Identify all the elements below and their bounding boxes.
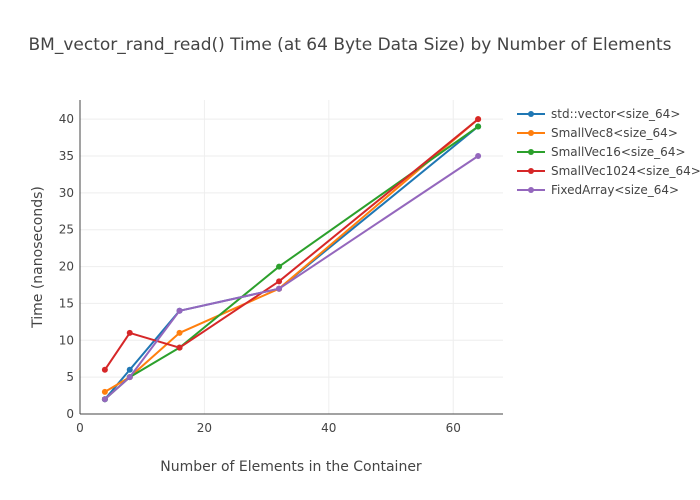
y-tick-label: 10 (59, 333, 74, 347)
legend-swatch-marker (528, 187, 534, 193)
data-point[interactable] (101, 366, 108, 373)
y-tick-label: 35 (59, 149, 74, 163)
legend-swatch-marker (528, 111, 534, 117)
y-tick-label: 25 (59, 223, 74, 237)
y-tick-label: 0 (66, 407, 74, 421)
data-point[interactable] (176, 329, 183, 336)
x-tick-labels: 0 20 40 60 (76, 421, 461, 435)
legend[interactable]: std::vector<size_64>SmallVec8<size_64>Sm… (517, 107, 700, 197)
series-4 (101, 153, 482, 403)
legend-swatch-marker (528, 130, 534, 136)
legend-label: SmallVec8<size_64> (551, 126, 678, 140)
legend-item[interactable]: SmallVec8<size_64> (517, 126, 678, 140)
data-point[interactable] (101, 396, 108, 403)
legend-item[interactable]: SmallVec1024<size_64> (517, 164, 700, 178)
x-tick-label: 0 (76, 421, 84, 435)
y-tick-label: 20 (59, 260, 74, 274)
series-1 (101, 116, 482, 395)
series-group (101, 116, 482, 403)
series-line (103, 118, 480, 393)
y-tick-label: 30 (59, 186, 74, 200)
data-point[interactable] (126, 374, 133, 381)
data-point[interactable] (475, 153, 482, 160)
data-point[interactable] (276, 263, 283, 270)
y-axis-title: Time (nanoseconds) (30, 186, 46, 329)
legend-label: SmallVec16<size_64> (551, 145, 686, 159)
legend-item[interactable]: FixedArray<size_64> (517, 183, 679, 197)
legend-swatch-marker (528, 168, 534, 174)
data-point[interactable] (126, 329, 133, 336)
data-point[interactable] (475, 116, 482, 123)
y-tick-label: 15 (59, 296, 74, 310)
x-tick-label: 40 (321, 421, 336, 435)
legend-item[interactable]: SmallVec16<size_64> (517, 145, 686, 159)
x-tick-label: 20 (197, 421, 212, 435)
data-point[interactable] (176, 307, 183, 314)
legend-label: SmallVec1024<size_64> (551, 164, 700, 178)
series-2 (101, 123, 482, 403)
y-tick-label: 5 (66, 370, 74, 384)
legend-swatch-marker (528, 149, 534, 155)
x-axis-title: Number of Elements in the Container (160, 459, 422, 475)
legend-label: std::vector<size_64> (551, 107, 680, 121)
x-tick-label: 60 (446, 421, 461, 435)
data-point[interactable] (475, 123, 482, 130)
data-point[interactable] (276, 285, 283, 292)
series-3 (101, 116, 482, 373)
data-point[interactable] (276, 278, 283, 285)
axes (79, 100, 503, 415)
y-tick-labels: 0 5 10 15 20 25 30 35 40 (59, 112, 74, 421)
chart-title: BM_vector_rand_read() Time (at 64 Byte D… (29, 35, 672, 55)
data-point[interactable] (176, 344, 183, 351)
data-point[interactable] (126, 366, 133, 373)
legend-label: FixedArray<size_64> (551, 183, 679, 197)
data-point[interactable] (101, 388, 108, 395)
y-tick-label: 40 (59, 112, 74, 126)
legend-item[interactable]: std::vector<size_64> (517, 107, 680, 121)
